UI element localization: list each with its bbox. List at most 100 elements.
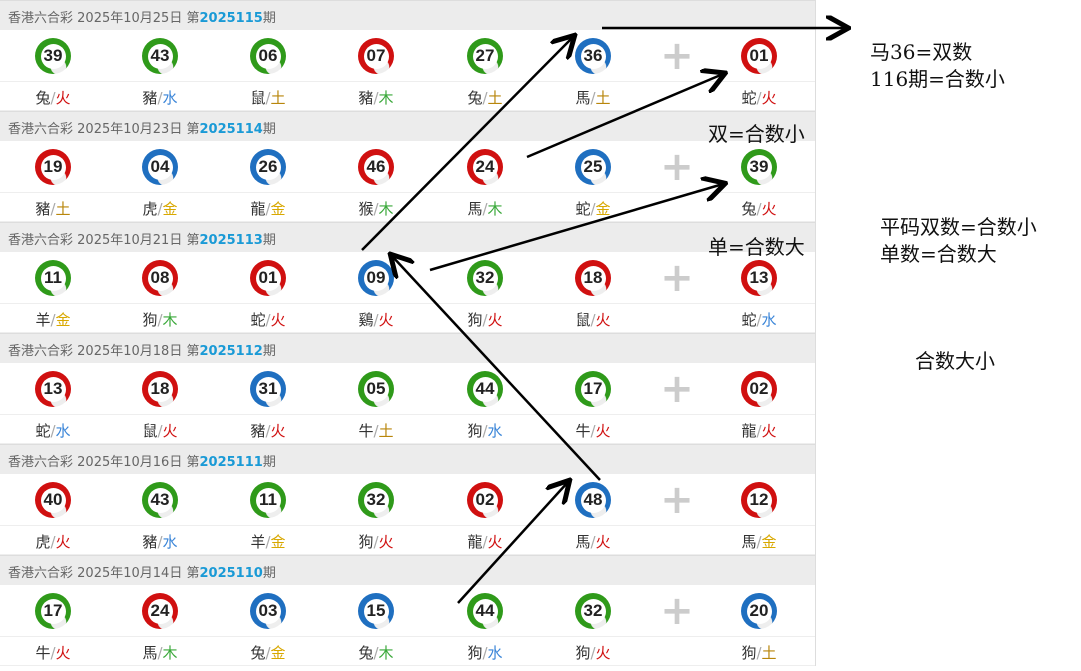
element: 水 bbox=[162, 533, 178, 551]
plus-icon: + bbox=[660, 255, 694, 301]
zodiac: 馬 bbox=[467, 200, 483, 218]
ball-number: 13 bbox=[40, 376, 66, 402]
draw-row: 香港六合彩 2025年10月21日 第2025113期 11 08 01 09 32 18… bbox=[0, 222, 815, 333]
element: 火 bbox=[595, 644, 611, 662]
zodiac-element: 馬/木 bbox=[467, 198, 502, 219]
zodiac: 狗 bbox=[358, 533, 374, 551]
zodiac: 兔 bbox=[467, 89, 483, 107]
element: 金 bbox=[270, 200, 286, 218]
element: 金 bbox=[55, 311, 71, 329]
zodiac-element: 蛇/火 bbox=[250, 309, 285, 330]
draw-header: 香港六合彩 2025年10月21日 第2025113期 bbox=[0, 222, 815, 252]
period-suffix: 期 bbox=[262, 233, 276, 248]
element: 木 bbox=[487, 200, 503, 218]
zodiac-element: 狗/火 bbox=[575, 642, 610, 663]
zodiac: 蛇 bbox=[250, 311, 266, 329]
draw-row: 香港六合彩 2025年10月25日 第2025115期 39 43 06 07 27 36… bbox=[0, 0, 815, 111]
ball-number: 24 bbox=[147, 598, 173, 624]
ball: 18 bbox=[575, 260, 611, 296]
period-prefix: 第 bbox=[186, 455, 200, 470]
element: 火 bbox=[55, 644, 71, 662]
separator: / bbox=[590, 533, 596, 551]
element: 火 bbox=[378, 311, 394, 329]
element: 木 bbox=[162, 311, 178, 329]
ball-number: 02 bbox=[746, 376, 772, 402]
zodiac-element: 狗/水 bbox=[467, 642, 502, 663]
draw-row: 香港六合彩 2025年10月16日 第2025111期 40 43 11 32 02 48… bbox=[0, 444, 815, 555]
zodiac-element: 狗/火 bbox=[358, 531, 393, 552]
zodiac: 蛇 bbox=[35, 422, 51, 440]
zodiac-element: 兔/火 bbox=[741, 198, 776, 219]
ball: 05 bbox=[358, 371, 394, 407]
separator: / bbox=[373, 311, 379, 329]
zodiac: 蛇 bbox=[575, 200, 591, 218]
period-suffix: 期 bbox=[262, 11, 276, 26]
element: 火 bbox=[595, 311, 611, 329]
period-prefix: 第 bbox=[186, 566, 200, 581]
draw-date: 2025年10月16日 bbox=[77, 455, 183, 470]
element: 土 bbox=[487, 89, 503, 107]
note-topic: 合数大小 bbox=[915, 349, 995, 373]
period-prefix: 第 bbox=[186, 11, 200, 26]
zodiac-element: 猴/木 bbox=[358, 198, 393, 219]
draw-results-table: 香港六合彩 2025年10月25日 第2025115期 39 43 06 07 27 36… bbox=[0, 0, 816, 666]
element: 火 bbox=[487, 311, 503, 329]
ball-number: 09 bbox=[363, 265, 389, 291]
ball: 08 bbox=[142, 260, 178, 296]
zodiac-element: 兔/金 bbox=[250, 642, 285, 663]
separator: / bbox=[157, 533, 163, 551]
ball: 36 bbox=[575, 38, 611, 74]
zodiac: 牛 bbox=[575, 422, 591, 440]
special-ball: 39 bbox=[741, 149, 777, 185]
zodiac: 兔 bbox=[741, 200, 757, 218]
zodiac: 狗 bbox=[467, 422, 483, 440]
separator: / bbox=[265, 200, 271, 218]
ball: 19 bbox=[35, 149, 71, 185]
zodiac-element: 馬/土 bbox=[575, 87, 610, 108]
separator: / bbox=[157, 422, 163, 440]
ball: 17 bbox=[575, 371, 611, 407]
ball: 32 bbox=[575, 593, 611, 629]
element: 水 bbox=[487, 422, 503, 440]
ball: 18 bbox=[142, 371, 178, 407]
draw-date: 2025年10月25日 bbox=[77, 11, 183, 26]
note-even: 双=合数小 bbox=[708, 122, 805, 146]
ball: 31 bbox=[250, 371, 286, 407]
separator: / bbox=[590, 200, 596, 218]
draw-header: 香港六合彩 2025年10月16日 第2025111期 bbox=[0, 444, 815, 474]
zodiac: 狗 bbox=[467, 311, 483, 329]
element: 木 bbox=[162, 644, 178, 662]
period-number: 2025114 bbox=[199, 122, 263, 137]
zodiac: 牛 bbox=[35, 644, 51, 662]
special-ball: 12 bbox=[741, 482, 777, 518]
lottery-name: 香港六合彩 bbox=[8, 122, 74, 137]
zodiac: 狗 bbox=[467, 644, 483, 662]
zodiac-element: 兔/木 bbox=[358, 642, 393, 663]
zodiac: 鷄 bbox=[358, 311, 374, 329]
element: 火 bbox=[761, 200, 777, 218]
element: 土 bbox=[378, 422, 394, 440]
ball: 13 bbox=[35, 371, 71, 407]
zodiac-element: 牛/土 bbox=[358, 420, 393, 441]
separator: / bbox=[756, 311, 762, 329]
draw-header: 香港六合彩 2025年10月14日 第2025110期 bbox=[0, 555, 815, 585]
element: 土 bbox=[595, 89, 611, 107]
element: 水 bbox=[487, 644, 503, 662]
ball-number: 04 bbox=[147, 154, 173, 180]
element: 土 bbox=[55, 200, 71, 218]
ball: 06 bbox=[250, 38, 286, 74]
separator: / bbox=[756, 644, 762, 662]
element: 土 bbox=[761, 644, 777, 662]
ball: 32 bbox=[358, 482, 394, 518]
period-number: 2025111 bbox=[199, 455, 263, 470]
zodiac: 羊 bbox=[35, 311, 51, 329]
ball-number: 43 bbox=[147, 43, 173, 69]
separator: / bbox=[756, 89, 762, 107]
separator: / bbox=[50, 422, 56, 440]
ball-number: 07 bbox=[363, 43, 389, 69]
ball: 26 bbox=[250, 149, 286, 185]
arrow bbox=[457, 482, 568, 604]
draw-date: 2025年10月14日 bbox=[77, 566, 183, 581]
separator: / bbox=[482, 200, 488, 218]
period-prefix: 第 bbox=[186, 233, 200, 248]
